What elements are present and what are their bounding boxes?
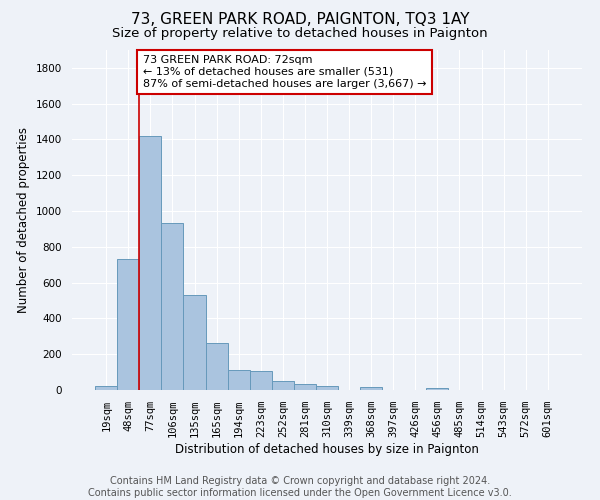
- X-axis label: Distribution of detached houses by size in Paignton: Distribution of detached houses by size …: [175, 443, 479, 456]
- Bar: [161, 222, 184, 390]
- Bar: [139, 136, 161, 390]
- Bar: [184, 295, 206, 390]
- Text: 73 GREEN PARK ROAD: 72sqm
← 13% of detached houses are smaller (531)
87% of semi: 73 GREEN PARK ROAD: 72sqm ← 13% of detac…: [143, 56, 426, 88]
- Bar: [272, 382, 294, 390]
- Bar: [227, 370, 250, 390]
- Bar: [316, 386, 338, 390]
- Bar: [95, 386, 117, 390]
- Text: Contains HM Land Registry data © Crown copyright and database right 2024.
Contai: Contains HM Land Registry data © Crown c…: [88, 476, 512, 498]
- Bar: [206, 342, 227, 390]
- Bar: [117, 260, 139, 390]
- Bar: [250, 371, 272, 390]
- Bar: [427, 388, 448, 390]
- Text: 73, GREEN PARK ROAD, PAIGNTON, TQ3 1AY: 73, GREEN PARK ROAD, PAIGNTON, TQ3 1AY: [131, 12, 469, 28]
- Bar: [294, 384, 316, 390]
- Y-axis label: Number of detached properties: Number of detached properties: [17, 127, 31, 313]
- Bar: [360, 388, 382, 390]
- Text: Size of property relative to detached houses in Paignton: Size of property relative to detached ho…: [112, 28, 488, 40]
